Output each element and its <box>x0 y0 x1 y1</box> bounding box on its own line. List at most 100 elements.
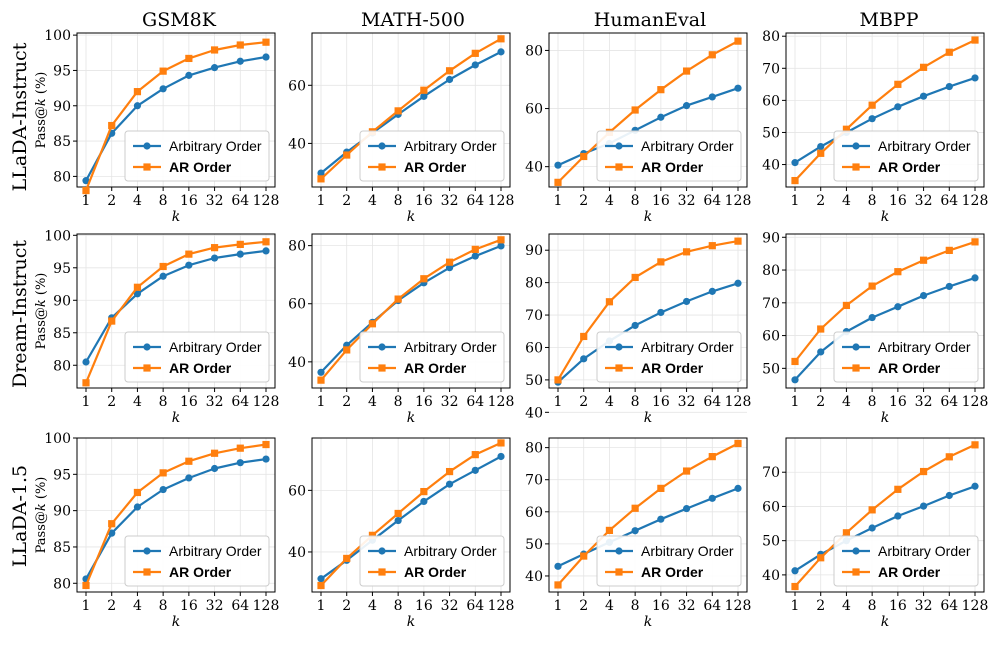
y-tick-label: 90 <box>53 99 71 115</box>
series-line-ar <box>557 442 739 586</box>
x-tick-label: 32 <box>441 394 459 410</box>
y-tick-label: 60 <box>288 297 306 313</box>
axes-frame <box>311 437 511 593</box>
x-tick-label: 4 <box>368 193 377 209</box>
legend-label-ar: AR Order <box>169 159 232 175</box>
legend-box <box>124 331 270 383</box>
point-ar <box>420 487 428 496</box>
point-ar <box>210 46 219 54</box>
y-tick-label: 60 <box>525 505 543 521</box>
point-arbitrary <box>708 93 716 101</box>
axes-frame <box>785 233 985 389</box>
y-axis-label: Pass@k (%) <box>34 273 49 350</box>
legend-label-arbitrary: Arbitrary Order <box>404 138 497 154</box>
point-arbitrary <box>554 161 562 169</box>
x-tick-label: 4 <box>133 394 142 410</box>
point-arbitrary <box>108 529 116 537</box>
y-axis-label: Pass@k (%) <box>34 72 49 149</box>
x-tick-label: 8 <box>394 193 403 209</box>
y-tick-label: 100 <box>44 228 71 244</box>
point-ar <box>580 152 588 161</box>
legend-label-ar: AR Order <box>878 564 941 580</box>
x-axis-label: k <box>172 410 180 426</box>
axes-frame <box>311 233 511 389</box>
point-arbitrary <box>185 474 193 482</box>
x-tick-label: 4 <box>133 598 142 614</box>
x-tick-label: 128 <box>962 193 989 209</box>
legend: Arbitrary Order AR Order <box>359 331 505 383</box>
x-tick-label: 1 <box>317 193 326 209</box>
series-line-arbitrary <box>85 55 267 182</box>
panel-r2-c3: 1 2 4 8 16 32 64 128 40 50 60 70 k Arbitrary Order AR … <box>762 437 988 630</box>
legend-marker-arbitrary <box>852 547 860 555</box>
col-title-gsm8k: GSM8K <box>142 9 217 31</box>
y-tick-label: 50 <box>762 361 780 377</box>
axes-frame <box>311 32 511 188</box>
point-ar <box>317 376 325 384</box>
legend-label-ar: AR Order <box>641 159 704 175</box>
x-tick-label: 8 <box>631 193 640 209</box>
legend-marker-arbitrary <box>378 547 386 555</box>
x-tick-label: 64 <box>940 193 958 209</box>
point-arbitrary <box>262 53 270 61</box>
point-ar <box>343 346 351 354</box>
legend-marker-ar <box>615 163 623 171</box>
point-arbitrary <box>133 102 142 110</box>
y-tick-label: 50 <box>525 537 543 553</box>
point-arbitrary <box>657 515 665 523</box>
point-arbitrary <box>445 480 454 488</box>
y-tick-label: 100 <box>44 431 71 447</box>
point-ar <box>497 439 505 447</box>
point-ar <box>682 248 691 256</box>
point-ar <box>868 506 876 514</box>
point-arbitrary <box>919 502 928 510</box>
point-arbitrary <box>471 252 479 260</box>
point-ar <box>445 467 454 476</box>
point-ar <box>471 451 479 459</box>
point-ar <box>791 176 799 185</box>
y-tick-label: 40 <box>762 568 780 584</box>
x-axis-label: k <box>881 614 889 630</box>
legend-box <box>833 130 979 182</box>
legend-marker-arbitrary <box>143 343 151 351</box>
x-axis-label: k <box>644 410 652 426</box>
point-ar <box>708 453 716 461</box>
point-ar <box>262 440 270 449</box>
point-arbitrary <box>82 177 90 185</box>
y-tick-label: 40 <box>525 160 543 176</box>
x-tick-label: 2 <box>342 193 351 209</box>
x-tick-label: 32 <box>678 598 696 614</box>
x-tick-label: 16 <box>180 598 198 614</box>
x-axis-label: k <box>407 614 415 630</box>
x-tick-label: 32 <box>915 394 933 410</box>
point-ar <box>580 552 588 560</box>
point-arbitrary <box>471 466 479 474</box>
legend-marker-ar <box>143 163 151 171</box>
panel-r0-c0: 1 2 4 8 16 32 64 128 80 85 90 95 100 k Pass@k (%) Arbit… <box>34 28 279 225</box>
point-arbitrary <box>262 247 270 255</box>
x-tick-label: 32 <box>915 598 933 614</box>
y-tick-label: 40 <box>762 158 780 174</box>
legend-label-arbitrary: Arbitrary Order <box>878 339 971 355</box>
x-tick-label: 32 <box>915 193 933 209</box>
x-axis-label: k <box>407 410 415 426</box>
point-arbitrary <box>894 512 902 520</box>
series-line-ar <box>320 238 502 381</box>
y-tick-label: 95 <box>53 261 71 277</box>
point-ar <box>708 242 716 250</box>
point-ar <box>894 485 902 493</box>
legend-label-arbitrary: Arbitrary Order <box>641 339 734 355</box>
point-arbitrary <box>631 321 639 330</box>
y-tick-label: 90 <box>53 293 71 309</box>
point-arbitrary <box>133 290 142 298</box>
point-arbitrary <box>445 264 454 272</box>
y-tick-label: 40 <box>288 355 306 371</box>
point-ar <box>631 106 639 114</box>
legend-marker-arbitrary <box>615 343 623 351</box>
x-tick-label: 2 <box>342 394 351 410</box>
point-arbitrary <box>317 368 325 376</box>
point-ar <box>185 54 193 63</box>
panel-r0-c1: 1 2 4 8 16 32 64 128 40 60 k Arbitrary Order AR Orde… <box>288 32 514 225</box>
x-tick-label: 16 <box>652 598 670 614</box>
y-tick-label: 60 <box>288 483 306 499</box>
